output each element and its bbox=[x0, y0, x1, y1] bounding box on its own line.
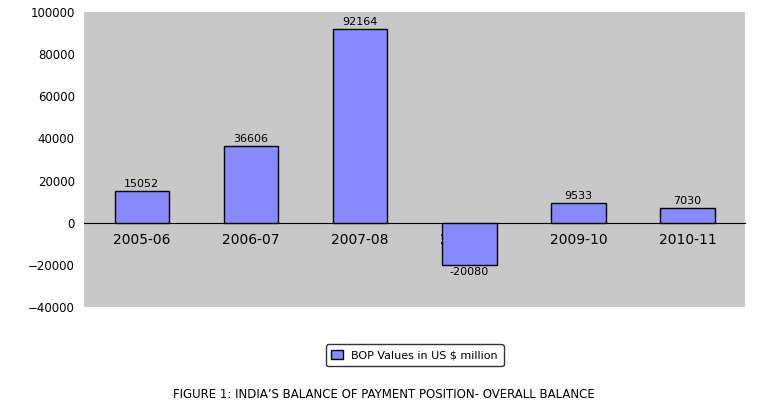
Text: 36606: 36606 bbox=[233, 134, 269, 144]
Bar bbox=[333, 29, 387, 222]
Bar bbox=[660, 208, 715, 222]
Legend: BOP Values in US $ million: BOP Values in US $ million bbox=[326, 344, 504, 366]
Text: FIGURE 1: INDIA’S BALANCE OF PAYMENT POSITION- OVERALL BALANCE: FIGURE 1: INDIA’S BALANCE OF PAYMENT POS… bbox=[173, 388, 595, 401]
Text: 92164: 92164 bbox=[343, 17, 378, 27]
Bar bbox=[114, 191, 169, 222]
Text: -20080: -20080 bbox=[450, 267, 489, 277]
Text: 9533: 9533 bbox=[564, 191, 593, 201]
Bar bbox=[551, 202, 606, 222]
Bar bbox=[442, 222, 497, 265]
Text: 7030: 7030 bbox=[674, 196, 702, 206]
Text: 15052: 15052 bbox=[124, 179, 159, 189]
Bar bbox=[223, 146, 278, 222]
